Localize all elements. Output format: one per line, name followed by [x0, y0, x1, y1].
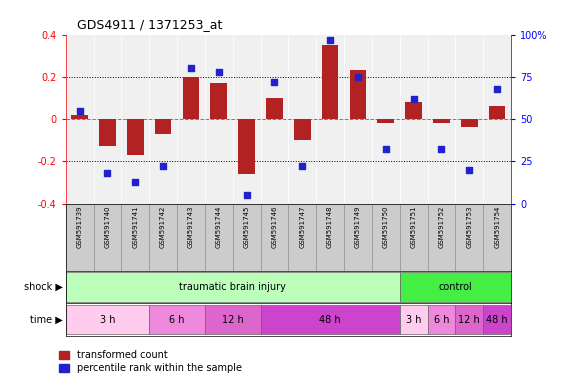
Bar [405, 102, 422, 119]
Bar [461, 119, 477, 127]
Point [297, 163, 307, 169]
Text: GSM591741: GSM591741 [132, 205, 138, 248]
Text: GSM591752: GSM591752 [439, 205, 444, 248]
Bar [233, 204, 260, 271]
Text: 12 h: 12 h [459, 314, 480, 325]
Point [381, 146, 391, 152]
Text: GSM591747: GSM591747 [299, 205, 305, 248]
Bar [349, 71, 367, 119]
Point [493, 86, 502, 92]
Bar [400, 204, 428, 271]
Bar [66, 305, 149, 334]
Bar [288, 204, 316, 271]
Bar [322, 45, 339, 119]
Text: GSM591740: GSM591740 [104, 205, 110, 248]
Bar [489, 106, 505, 119]
Point [103, 170, 112, 176]
Point [131, 179, 140, 185]
Bar [149, 204, 177, 271]
Bar [400, 272, 511, 302]
Text: control: control [439, 282, 472, 292]
Bar [344, 204, 372, 271]
Bar [183, 77, 199, 119]
Point [437, 146, 446, 152]
Point [270, 79, 279, 85]
Bar [238, 119, 255, 174]
Bar [122, 204, 149, 271]
Bar [66, 204, 94, 271]
Text: 3 h: 3 h [406, 314, 421, 325]
Text: 48 h: 48 h [319, 314, 341, 325]
Text: shock ▶: shock ▶ [24, 282, 63, 292]
Text: GSM591748: GSM591748 [327, 205, 333, 248]
Bar [294, 119, 311, 140]
Point [214, 69, 223, 75]
Text: GDS4911 / 1371253_at: GDS4911 / 1371253_at [77, 18, 223, 31]
Bar [433, 119, 450, 123]
Bar [177, 204, 205, 271]
Bar [400, 305, 428, 334]
Bar [316, 204, 344, 271]
Text: GSM591753: GSM591753 [467, 205, 472, 248]
Point [353, 74, 363, 80]
Legend: transformed count, percentile rank within the sample: transformed count, percentile rank withi… [59, 351, 242, 373]
Text: GSM591745: GSM591745 [244, 205, 250, 248]
Bar [155, 119, 171, 134]
Bar [260, 204, 288, 271]
Bar [71, 115, 88, 119]
Bar [149, 305, 205, 334]
Bar [99, 119, 116, 147]
Point [325, 36, 335, 43]
Text: GSM591754: GSM591754 [494, 205, 500, 248]
Text: 12 h: 12 h [222, 314, 244, 325]
Bar [377, 119, 394, 123]
Text: GSM591746: GSM591746 [271, 205, 278, 248]
Text: traumatic brain injury: traumatic brain injury [179, 282, 286, 292]
Text: 6 h: 6 h [169, 314, 185, 325]
Bar [260, 305, 400, 334]
Bar [66, 272, 400, 302]
Text: GSM591744: GSM591744 [216, 205, 222, 248]
Bar [483, 305, 511, 334]
Text: GSM591750: GSM591750 [383, 205, 389, 248]
Text: GSM591749: GSM591749 [355, 205, 361, 248]
Text: 6 h: 6 h [434, 314, 449, 325]
Bar [94, 204, 122, 271]
Bar [456, 204, 483, 271]
Point [242, 192, 251, 198]
Bar [205, 305, 260, 334]
Point [409, 96, 418, 102]
Bar [456, 305, 483, 334]
Text: time ▶: time ▶ [30, 314, 63, 325]
Bar [372, 204, 400, 271]
Point [465, 167, 474, 173]
Text: GSM591742: GSM591742 [160, 205, 166, 248]
Bar [210, 83, 227, 119]
Bar [428, 305, 456, 334]
Bar [127, 119, 144, 155]
Bar [266, 98, 283, 119]
Text: 3 h: 3 h [100, 314, 115, 325]
Point [159, 163, 168, 169]
Bar [205, 204, 233, 271]
Text: GSM591739: GSM591739 [77, 205, 83, 248]
Bar [428, 204, 456, 271]
Text: GSM591751: GSM591751 [411, 205, 417, 248]
Bar [483, 204, 511, 271]
Point [75, 108, 84, 114]
Text: GSM591743: GSM591743 [188, 205, 194, 248]
Point [186, 65, 195, 71]
Text: 48 h: 48 h [486, 314, 508, 325]
